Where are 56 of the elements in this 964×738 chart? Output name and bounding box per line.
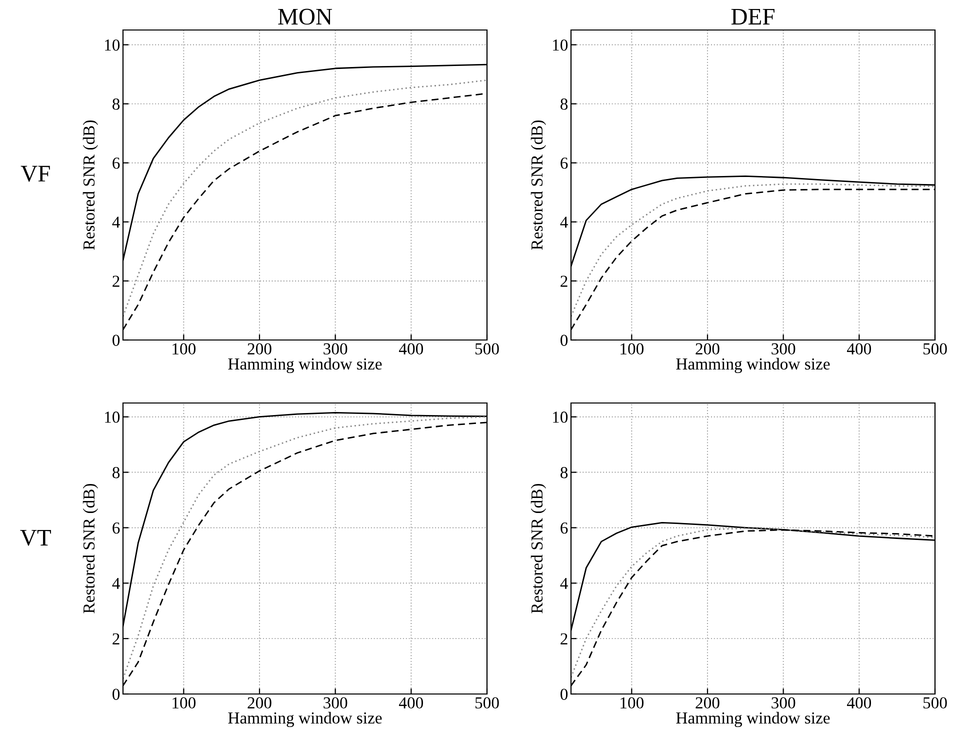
chart-title: DEF: [731, 8, 774, 24]
y-tick-label: 6: [112, 158, 120, 169]
x-tick-label: 100: [172, 697, 196, 709]
y-axis-title: Restored SNR (dB): [82, 120, 98, 250]
x-tick-label: 100: [620, 697, 644, 709]
x-tick-label: 400: [398, 343, 424, 355]
x-tick-label: 200: [696, 343, 720, 355]
y-tick-label: 10: [105, 412, 120, 423]
y-tick-label: 0: [112, 334, 120, 346]
y-tick-label: 10: [553, 39, 568, 51]
y-tick-label: 2: [112, 276, 120, 287]
y-tick-label: 6: [560, 158, 568, 169]
y-tick-label: 8: [112, 466, 120, 478]
chart-title: MON: [278, 8, 332, 25]
x-tick-label: 300: [772, 697, 796, 709]
y-tick-label: 6: [560, 522, 568, 534]
y-tick-label: 2: [560, 633, 568, 644]
x-tick-label: 200: [696, 697, 720, 709]
x-tick-label: 200: [248, 697, 272, 709]
x-tick-label: 400: [398, 697, 424, 709]
y-tick-label: 8: [112, 98, 120, 110]
y-tick-label: 2: [560, 276, 568, 287]
x-tick-label: 500: [475, 697, 499, 709]
y-tick-label: 10: [553, 412, 568, 423]
y-tick-label: 0: [112, 688, 120, 700]
y-tick-label: 0: [560, 334, 568, 346]
x-axis-title: Hamming window size: [676, 358, 830, 374]
x-tick-label: 100: [620, 343, 644, 355]
y-tick-label: 0: [560, 688, 568, 700]
x-tick-label: 300: [324, 343, 348, 355]
y-axis-title: Restored SNR (dB): [530, 484, 546, 614]
y-tick-label: 2: [112, 633, 120, 644]
x-tick-label: 300: [324, 697, 348, 709]
x-tick-label: 300: [772, 343, 796, 355]
x-axis-title: Hamming window size: [676, 712, 830, 728]
y-tick-label: 4: [112, 216, 120, 228]
y-tick-label: 4: [112, 578, 120, 589]
y-tick-label: 8: [560, 466, 568, 478]
y-axis-title: Restored SNR (dB): [530, 120, 546, 250]
x-tick-label: 400: [846, 697, 872, 709]
x-tick-label: 500: [475, 343, 499, 355]
y-tick-label: 4: [560, 578, 568, 589]
x-axis-title: Hamming window size: [228, 358, 382, 374]
text: VT: [20, 530, 51, 546]
x-axis-title: Hamming window size: [228, 712, 382, 728]
x-tick-label: 400: [846, 343, 872, 355]
x-tick-label: 100: [172, 343, 196, 355]
y-tick-label: 4: [560, 216, 568, 228]
y-tick-label: 10: [105, 39, 120, 51]
text: VF: [20, 166, 50, 182]
y-tick-label: 6: [112, 522, 120, 534]
y-axis-title: Restored SNR (dB): [82, 484, 98, 614]
x-tick-label: 500: [923, 343, 947, 355]
x-tick-label: 500: [923, 697, 947, 709]
y-tick-label: 8: [560, 98, 568, 110]
x-tick-label: 200: [248, 343, 272, 355]
